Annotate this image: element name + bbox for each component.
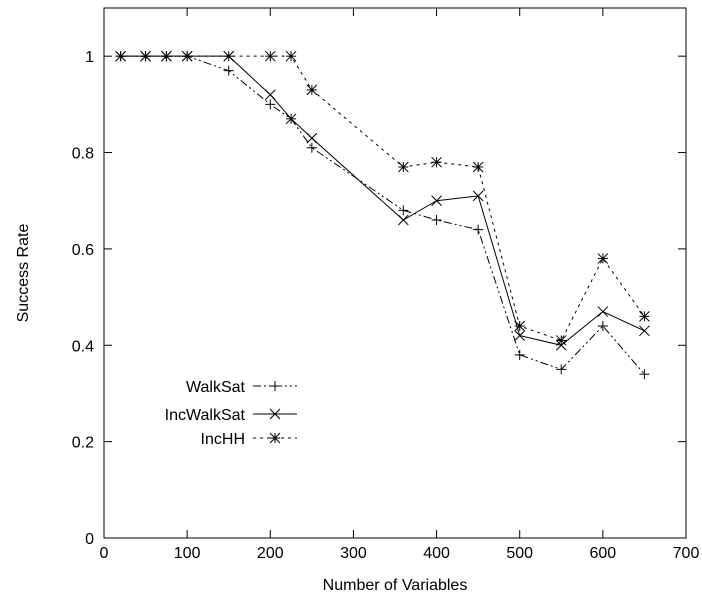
- data-point-walksat: [473, 224, 484, 235]
- data-point-walksat: [514, 349, 525, 360]
- data-point-incwalksat: [597, 306, 609, 317]
- axis-ticks: 0 100 200 300 400 500 600 700 0 0.2 0.4 0.6 0.8 1: [72, 8, 700, 562]
- series-line-walksat: [120, 55, 645, 375]
- data-point-walksat: [223, 65, 234, 76]
- data-point-inchh: [639, 311, 650, 322]
- data-point-walksat: [265, 99, 276, 110]
- y-tick-label: 0.8: [72, 146, 94, 163]
- series-line-inchh: [120, 55, 645, 342]
- data-point-inchh: [514, 320, 526, 332]
- series-line-incwalksat: [120, 55, 645, 346]
- y-tick-label: 0.4: [72, 338, 94, 355]
- data-point-inchh: [555, 335, 567, 346]
- legend-label-incwalksat: IncWalkSat: [165, 407, 246, 424]
- data-point-incwalksat: [397, 214, 409, 226]
- data-point-inchh: [285, 50, 297, 62]
- data-point-inchh: [115, 50, 126, 62]
- data-point-incwalksat: [264, 89, 276, 101]
- data-point-incwalksat: [514, 330, 526, 341]
- data-point-inchh: [223, 50, 235, 62]
- y-tick-label: 1: [85, 49, 94, 66]
- data-point-incwalksat: [472, 190, 484, 202]
- data-point-incwalksat: [306, 132, 318, 144]
- data-point-inchh: [397, 161, 409, 173]
- legend-marker-inchh: [269, 432, 281, 444]
- series-layer: [115, 50, 650, 380]
- data-point-walksat: [306, 142, 317, 153]
- data-point-walksat: [431, 215, 442, 225]
- x-tick-label: 100: [174, 545, 201, 562]
- y-tick-label: 0.6: [72, 242, 94, 259]
- x-tick-label: 0: [100, 545, 109, 562]
- data-point-walksat: [639, 369, 650, 380]
- data-point-walksat: [556, 364, 567, 375]
- y-tick-label: 0.2: [72, 435, 94, 452]
- data-point-inchh: [472, 161, 484, 173]
- x-tick-label: 600: [590, 545, 617, 562]
- data-point-inchh: [140, 50, 151, 62]
- y-axis-label: Success Rate: [15, 224, 32, 323]
- data-point-incwalksat: [639, 325, 650, 337]
- plot-frame: [103, 7, 687, 539]
- data-point-inchh: [597, 253, 609, 264]
- data-point-incwalksat: [285, 113, 297, 125]
- data-point-walksat: [597, 321, 608, 331]
- x-tick-label: 400: [423, 545, 450, 562]
- data-point-inchh: [264, 50, 276, 62]
- x-tick-label: 200: [257, 545, 284, 562]
- x-tick-label: 300: [340, 545, 367, 562]
- data-point-inchh: [161, 50, 172, 62]
- legend: WalkSat IncWalkSat IncHH: [165, 379, 297, 448]
- legend-label-walksat: WalkSat: [186, 379, 246, 396]
- x-axis-label: Number of Variables: [323, 577, 468, 594]
- legend-label-inchh: IncHH: [201, 431, 245, 448]
- x-tick-label: 500: [506, 545, 533, 562]
- data-point-inchh: [306, 84, 318, 96]
- legend-marker-incwalksat: [269, 408, 281, 420]
- data-point-inchh: [181, 50, 193, 62]
- data-point-walksat: [398, 205, 409, 216]
- data-point-inchh: [431, 156, 442, 168]
- data-point-incwalksat: [431, 195, 442, 207]
- legend-marker-walksat: [270, 381, 280, 391]
- y-tick-label: 0: [85, 531, 94, 548]
- x-tick-label: 700: [673, 545, 700, 562]
